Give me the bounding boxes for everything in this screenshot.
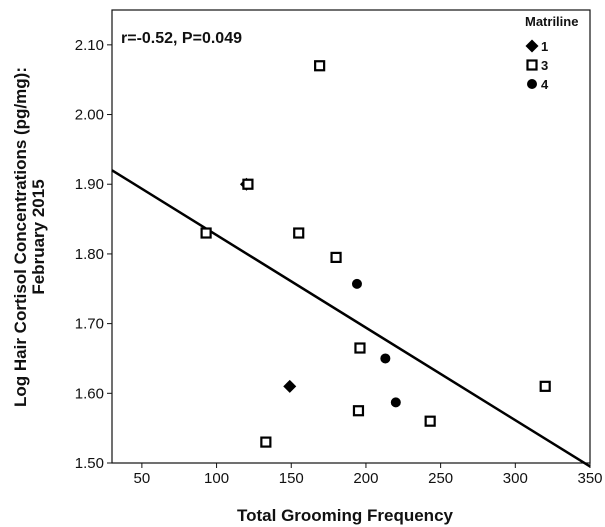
y-tick-label: 1.60 [75, 385, 104, 402]
x-tick-label: 50 [134, 470, 151, 487]
x-tick-label: 200 [353, 470, 378, 487]
legend-items: 1 3 4 [525, 39, 549, 92]
legend-marker-matriline-4 [527, 79, 537, 89]
x-axis-label: Total Grooming Frequency [237, 506, 454, 525]
legend: Matriline 1 3 4 [525, 14, 578, 92]
data-point-matriline-1 [283, 379, 297, 393]
y-axis-label-line-1: Log Hair Cortisol Concentrations (pg/mg)… [11, 67, 30, 407]
data-point-matriline-4 [380, 353, 391, 364]
legend-label: 3 [541, 58, 548, 73]
data-point-matriline-3 [242, 178, 254, 190]
x-axis-ticks: 50 100 150 200 250 300 350 [134, 463, 603, 487]
y-tick-label: 2.00 [75, 107, 104, 124]
data-point-matriline-3 [330, 251, 342, 264]
y-axis-ticks: 1.50 1.60 1.70 1.80 1.90 2.00 2.10 [75, 37, 112, 472]
plot-frame [111, 9, 591, 464]
y-tick-label: 1.50 [75, 455, 104, 472]
x-tick-label: 250 [428, 470, 453, 487]
data-point-matriline-3 [260, 436, 272, 448]
data-point-matriline-3 [424, 415, 436, 427]
legend-marker-matriline-1 [525, 39, 539, 53]
correlation-annotation: r=-0.52, P=0.049 [121, 30, 242, 47]
legend-label: 4 [541, 77, 549, 92]
y-tick-label: 1.80 [75, 246, 104, 263]
data-point-matriline-4 [390, 397, 401, 408]
data-point-matriline-3 [200, 227, 212, 239]
legend-label: 1 [541, 39, 548, 54]
x-tick-label: 350 [577, 470, 602, 487]
y-axis-label-line-2: February 2015 [29, 179, 48, 294]
data-point-matriline-3 [352, 405, 365, 417]
data-point-matriline-3 [293, 227, 305, 239]
x-tick-label: 150 [279, 470, 304, 487]
data-point-matriline-3 [314, 60, 326, 72]
regression-line [111, 169, 591, 468]
data-point-matriline-3 [539, 380, 551, 392]
x-tick-label: 300 [503, 470, 528, 487]
y-tick-label: 1.90 [75, 176, 104, 193]
data-points [200, 60, 551, 448]
y-tick-label: 2.10 [75, 37, 104, 54]
legend-marker-matriline-3 [526, 59, 538, 71]
x-tick-label: 100 [204, 470, 229, 487]
legend-title: Matriline [525, 14, 578, 29]
data-point-matriline-3 [354, 342, 366, 354]
y-tick-label: 1.70 [75, 316, 104, 333]
data-point-matriline-4 [351, 278, 362, 289]
